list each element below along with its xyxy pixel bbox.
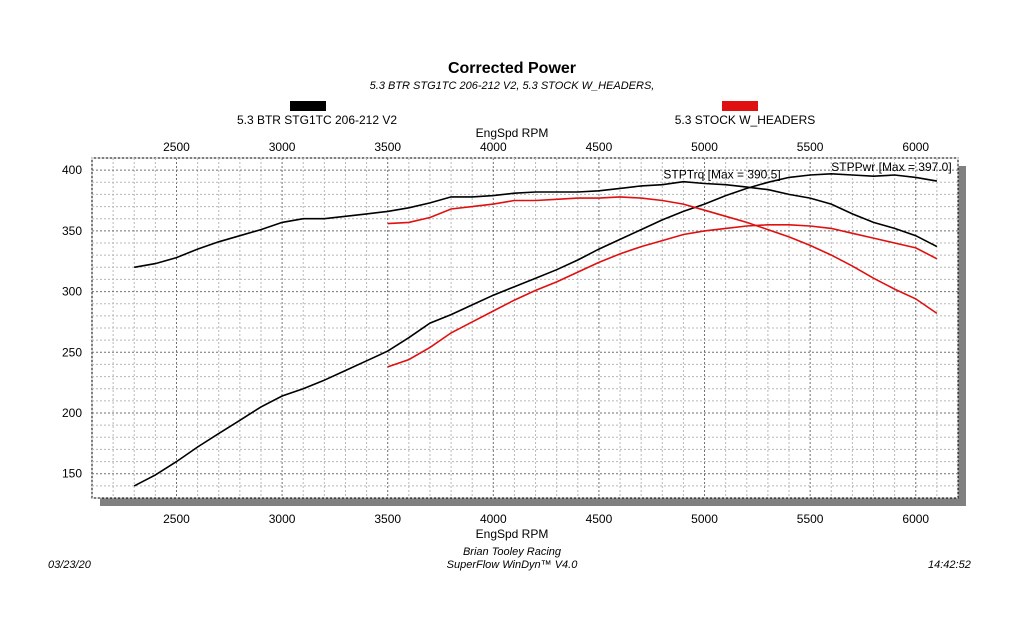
chart-subtitle: 5.3 BTR STG1TC 206-212 V2, 5.3 STOCK W_H… — [369, 80, 655, 92]
grid — [91, 157, 959, 499]
series-lines — [133, 172, 938, 487]
annotations: STPTrq [Max = 390.5] STPPwr [Max = 397.0] — [663, 160, 951, 182]
bottom-tick-label: 4000 — [480, 512, 507, 526]
y-tick-label: 200 — [62, 406, 82, 420]
top-tick-label: 5500 — [797, 140, 824, 154]
top-tick-label: 2500 — [163, 140, 190, 154]
bottom-tick-label: 3500 — [374, 512, 401, 526]
footer-software: SuperFlow WinDyn™ V4.0 — [446, 559, 578, 571]
chart-title: Corrected Power — [447, 60, 577, 77]
legend-label-btr: 5.3 BTR STG1TC 206-212 V2 — [236, 113, 398, 127]
y-tick-label: 300 — [62, 285, 82, 299]
y-tick-label: 400 — [62, 163, 82, 177]
bottom-tick-label: 5500 — [797, 512, 824, 526]
annotation-label-0: STPTrq [Max = 390.5] — [663, 168, 780, 182]
footer-date: 03/23/20 — [48, 559, 91, 571]
bottom-tick-label: 3000 — [269, 512, 296, 526]
bottom-tick-label: 5000 — [691, 512, 718, 526]
series-line-3 — [387, 224, 938, 368]
legend-swatch-btr — [290, 101, 326, 111]
y-tick-label: 150 — [62, 467, 82, 481]
y-tick-label: 250 — [62, 345, 82, 359]
series-line-0 — [134, 180, 938, 269]
annotation-label-1: STPPwr [Max = 397.0] — [831, 160, 951, 174]
bottom-tick-label: 2500 — [163, 512, 190, 526]
footer-company: Brian Tooley Racing — [462, 546, 562, 558]
legend-label-stock: 5.3 STOCK W_HEADERS — [674, 113, 816, 127]
top-tick-label: 5000 — [691, 140, 718, 154]
top-tick-label: 3000 — [269, 140, 296, 154]
top-axis-title: EngSpd RPM — [475, 126, 549, 140]
top-tick-label: 4500 — [586, 140, 613, 154]
top-tick-label: 6000 — [902, 140, 929, 154]
top-tick-label: 3500 — [374, 140, 401, 154]
legend-swatch-stock — [722, 101, 758, 111]
series-line-1 — [133, 172, 938, 487]
axis-ticks: 2500 2500 3000 3000 3500 3500 4000 4000 4500 4500… — [62, 140, 929, 526]
bottom-tick-label: 4500 — [586, 512, 613, 526]
bottom-tick-label: 6000 — [902, 512, 929, 526]
bottom-axis-title: EngSpd RPM — [475, 527, 549, 541]
top-tick-label: 4000 — [480, 140, 507, 154]
series-line-2 — [387, 196, 938, 315]
y-tick-label: 350 — [62, 224, 82, 238]
footer-time: 14:42:52 — [928, 559, 971, 571]
